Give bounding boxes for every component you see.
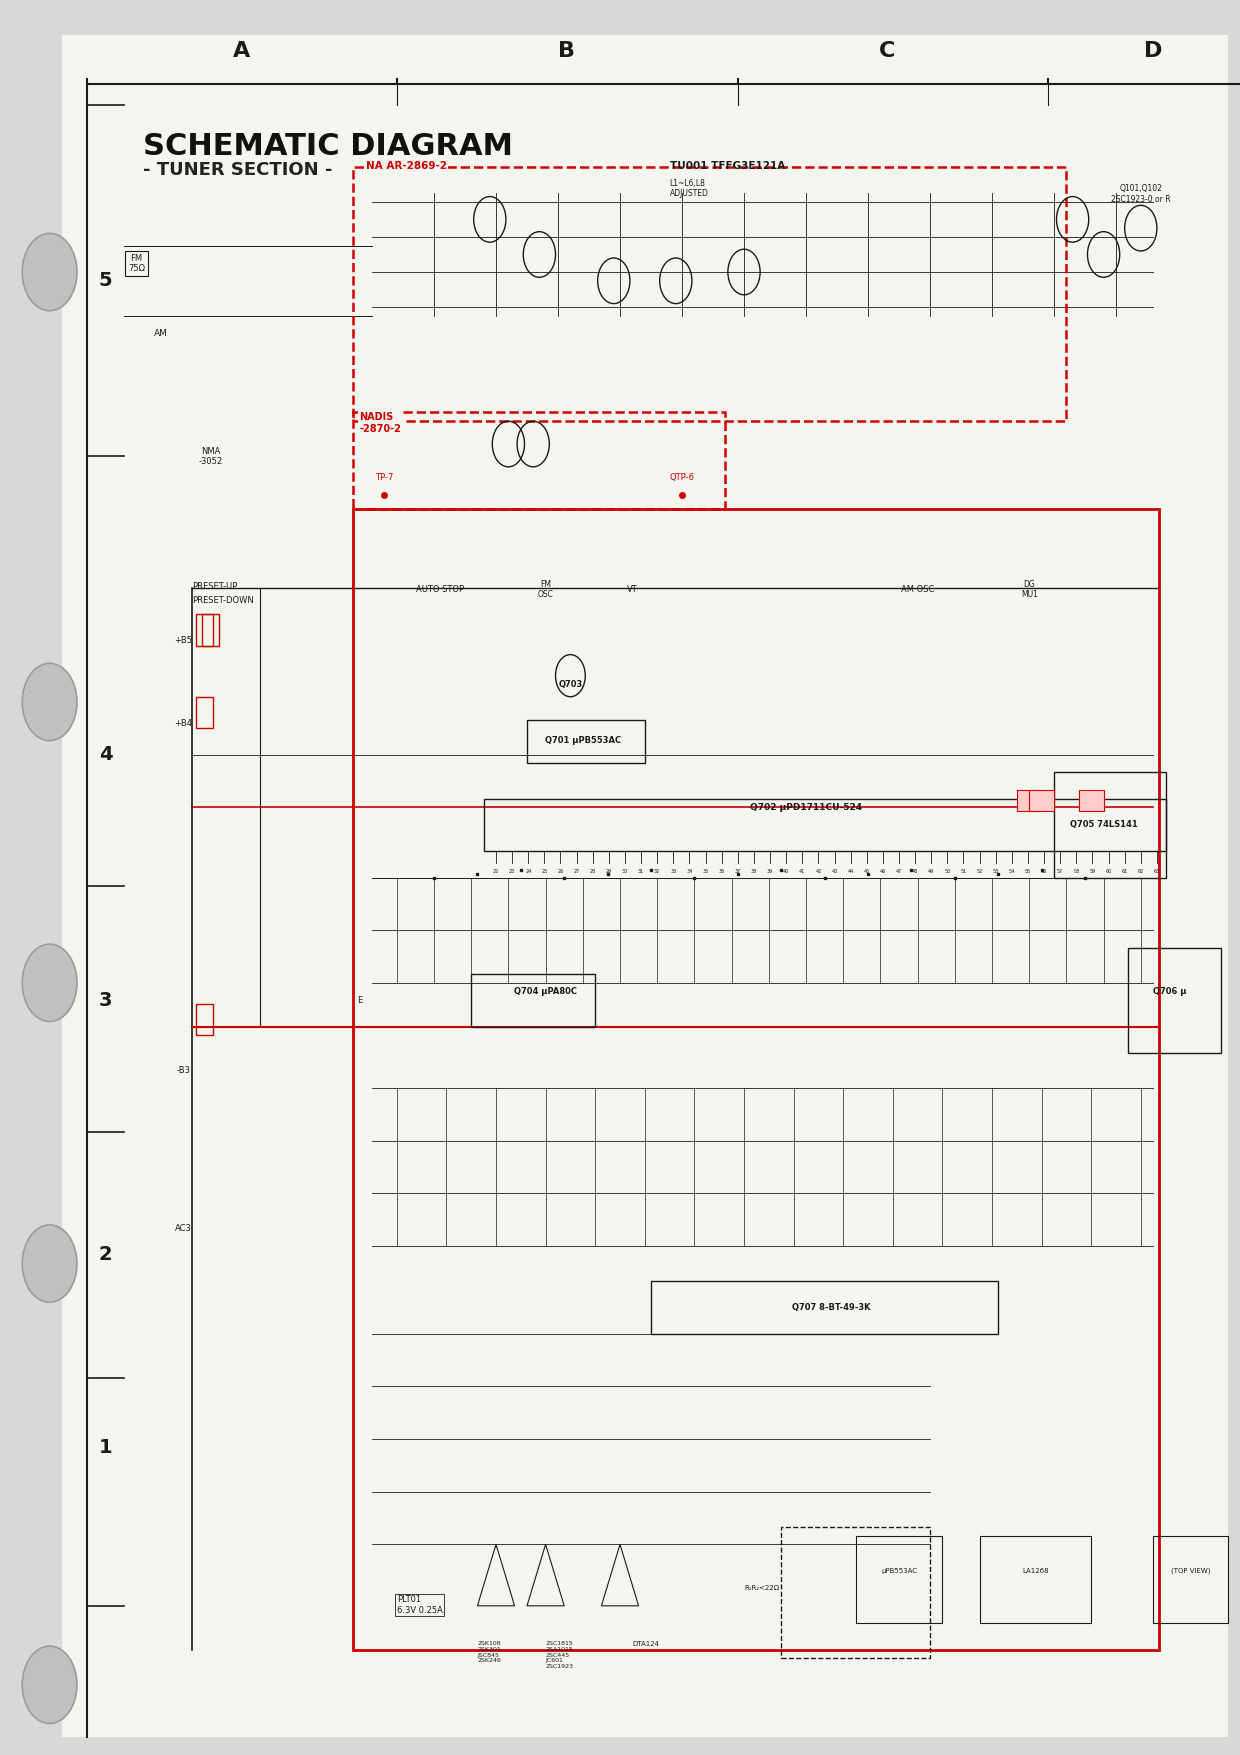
Text: 2SK108
2SK301
JSC845
2SK246: 2SK108 2SK301 JSC845 2SK246	[477, 1641, 501, 1664]
Text: 51: 51	[960, 869, 967, 874]
Text: 22: 22	[492, 869, 500, 874]
Text: Q706 μ: Q706 μ	[1153, 986, 1187, 997]
Text: 61: 61	[1121, 869, 1128, 874]
Text: Q101,Q102
2SC1923-0 or R: Q101,Q102 2SC1923-0 or R	[1111, 184, 1171, 204]
Text: 36: 36	[718, 869, 725, 874]
Text: 37: 37	[734, 869, 742, 874]
Text: 35: 35	[702, 869, 709, 874]
Text: 43: 43	[831, 869, 838, 874]
Text: 58: 58	[1073, 869, 1080, 874]
Text: μPB553AC: μPB553AC	[880, 1567, 918, 1574]
Text: 2SC1815
2SA1015
2SC445
JC601
2SC1923: 2SC1815 2SA1015 2SC445 JC601 2SC1923	[546, 1641, 574, 1669]
Text: 48: 48	[911, 869, 919, 874]
Text: LA1268: LA1268	[1022, 1567, 1049, 1574]
Text: Q705 74LS141: Q705 74LS141	[1070, 820, 1137, 830]
Text: Q703: Q703	[558, 679, 583, 690]
Text: FM
OSC: FM OSC	[538, 579, 553, 600]
Text: 47: 47	[895, 869, 903, 874]
Text: DTA124: DTA124	[632, 1641, 660, 1646]
Text: 30: 30	[621, 869, 629, 874]
Text: AM OSC: AM OSC	[901, 584, 934, 595]
Text: 41: 41	[799, 869, 806, 874]
Text: 42: 42	[815, 869, 822, 874]
Text: 50: 50	[944, 869, 951, 874]
Circle shape	[22, 1646, 77, 1723]
Text: 31: 31	[637, 869, 645, 874]
Text: 33: 33	[670, 869, 677, 874]
Text: +B4: +B4	[175, 718, 192, 728]
Text: SCHEMATIC DIAGRAM: SCHEMATIC DIAGRAM	[143, 132, 512, 161]
Text: 40: 40	[782, 869, 790, 874]
Text: 1: 1	[99, 1439, 112, 1457]
Text: PRESET-UP: PRESET-UP	[192, 581, 237, 591]
Text: 57: 57	[1056, 869, 1064, 874]
Text: PRESET-DOWN: PRESET-DOWN	[192, 595, 254, 605]
Text: 38: 38	[750, 869, 758, 874]
Text: TU001 TFFG3E121A: TU001 TFFG3E121A	[670, 161, 785, 172]
Text: 55: 55	[1024, 869, 1032, 874]
Text: D: D	[1145, 42, 1162, 61]
Text: 5: 5	[99, 272, 112, 290]
Text: +B5: +B5	[175, 635, 192, 646]
Text: AC3: AC3	[175, 1223, 192, 1234]
Text: VT: VT	[627, 584, 637, 595]
Text: AUTO STOP: AUTO STOP	[417, 584, 464, 595]
Text: 2: 2	[99, 1246, 112, 1264]
FancyBboxPatch shape	[1029, 790, 1054, 811]
Text: R₁R₂<22Ω: R₁R₂<22Ω	[744, 1585, 779, 1592]
Text: 45: 45	[863, 869, 870, 874]
Text: 59: 59	[1090, 869, 1095, 874]
Text: 23: 23	[508, 869, 516, 874]
Text: 27: 27	[573, 869, 580, 874]
FancyBboxPatch shape	[1079, 790, 1104, 811]
Circle shape	[22, 663, 77, 741]
Text: C: C	[878, 42, 895, 61]
Text: 3: 3	[99, 992, 112, 1009]
Text: 53: 53	[992, 869, 999, 874]
Text: 29: 29	[606, 869, 611, 874]
Text: 4: 4	[99, 746, 112, 763]
FancyBboxPatch shape	[1017, 790, 1042, 811]
Text: Q701 μPB553AC: Q701 μPB553AC	[544, 735, 621, 746]
Circle shape	[22, 233, 77, 311]
Text: 25: 25	[541, 869, 548, 874]
Text: 26: 26	[557, 869, 564, 874]
Text: 32: 32	[653, 869, 661, 874]
Text: 28: 28	[589, 869, 596, 874]
Text: FM
75Ω: FM 75Ω	[128, 253, 145, 274]
Text: 52: 52	[976, 869, 983, 874]
Text: PLT01
6.3V 0.25A: PLT01 6.3V 0.25A	[397, 1595, 443, 1615]
Text: - TUNER SECTION -: - TUNER SECTION -	[143, 161, 332, 179]
Text: NMA
-3052: NMA -3052	[198, 446, 223, 467]
FancyBboxPatch shape	[62, 35, 1228, 1737]
Text: 24: 24	[525, 869, 532, 874]
Text: 63: 63	[1153, 869, 1161, 874]
Text: Q702 μPD1711CU-524: Q702 μPD1711CU-524	[750, 802, 862, 813]
Text: B: B	[558, 42, 575, 61]
Text: NA AR-2869-2: NA AR-2869-2	[366, 161, 446, 172]
Text: 46: 46	[879, 869, 887, 874]
Text: AM: AM	[154, 328, 169, 339]
Circle shape	[22, 944, 77, 1021]
Text: L1~L6,L8
ADJUSTED: L1~L6,L8 ADJUSTED	[670, 179, 708, 198]
Text: Q707 8-BT-49-3K: Q707 8-BT-49-3K	[791, 1302, 870, 1313]
Text: Q704 μPA80C: Q704 μPA80C	[515, 986, 577, 997]
Text: (TOP VIEW): (TOP VIEW)	[1171, 1567, 1210, 1574]
Text: 34: 34	[686, 869, 693, 874]
Text: 56: 56	[1040, 869, 1048, 874]
Text: NADIS
-2870-2: NADIS -2870-2	[360, 412, 402, 433]
Text: QTP-6: QTP-6	[670, 472, 694, 483]
Text: 44: 44	[847, 869, 854, 874]
Text: E: E	[357, 995, 362, 1006]
Text: 54: 54	[1008, 869, 1016, 874]
Text: 39: 39	[768, 869, 773, 874]
Text: DG
MU1: DG MU1	[1021, 579, 1038, 600]
Text: 62: 62	[1137, 869, 1145, 874]
Text: TP-7: TP-7	[376, 472, 393, 483]
Text: 60: 60	[1105, 869, 1112, 874]
Circle shape	[22, 1225, 77, 1302]
Text: A: A	[233, 42, 250, 61]
Text: -B3: -B3	[176, 1065, 191, 1076]
Text: 49: 49	[929, 869, 934, 874]
